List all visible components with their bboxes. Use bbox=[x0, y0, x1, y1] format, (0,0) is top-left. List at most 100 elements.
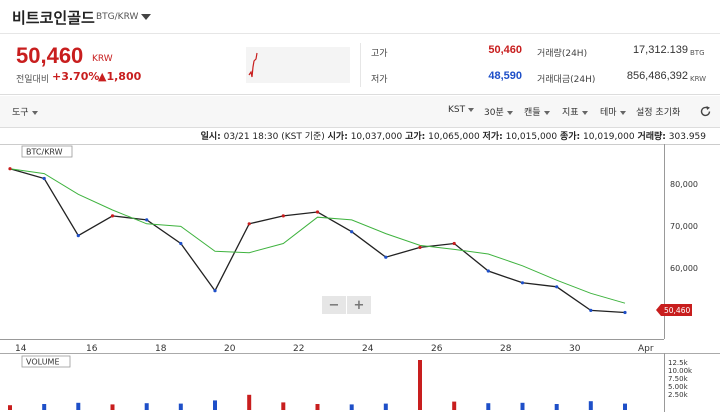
timezone-label: KST bbox=[448, 105, 466, 115]
ohlc-low-label: 저가: bbox=[482, 132, 503, 142]
reset-settings-button[interactable]: 설정 초기화 bbox=[636, 108, 681, 118]
ohlc-low-value: 10,015,000 bbox=[505, 132, 558, 142]
indicator-label: 지표 bbox=[562, 108, 579, 118]
price-point bbox=[8, 167, 12, 171]
price-tick-80000: 80,000 bbox=[670, 180, 698, 189]
timezone-menu[interactable]: KST bbox=[448, 105, 475, 115]
high-label: 고가 bbox=[371, 49, 388, 59]
x-tick-30: 30 bbox=[569, 344, 581, 354]
vol-tick-12500: 12.5k bbox=[668, 359, 689, 367]
x-tick-24: 24 bbox=[362, 344, 374, 354]
high-value: 50,460 bbox=[488, 44, 522, 56]
theme-menu[interactable]: 테마 bbox=[600, 105, 626, 118]
price-point bbox=[418, 245, 422, 249]
last-price-tag bbox=[656, 304, 692, 316]
volume-panel-label: VOLUME bbox=[26, 358, 60, 367]
indicator-menu[interactable]: 지표 bbox=[562, 105, 588, 118]
sparkline-line bbox=[248, 52, 258, 78]
zoom-in-icon: + bbox=[354, 298, 365, 313]
vol-tick-7500: 7.50k bbox=[668, 375, 689, 383]
zoom-out-button[interactable] bbox=[322, 296, 346, 314]
chart-marks bbox=[8, 167, 627, 410]
ohlc-high-label: 고가: bbox=[405, 132, 426, 142]
vol-tick-10000: 10.00k bbox=[668, 367, 693, 375]
price-point bbox=[452, 241, 456, 246]
x-tick-20: 20 bbox=[224, 344, 236, 354]
price-point bbox=[384, 255, 388, 259]
low-label: 저가 bbox=[371, 75, 388, 85]
ohlc-high-value: 10,065,000 bbox=[428, 132, 480, 142]
moving-average-line bbox=[9, 168, 626, 304]
volume-bar bbox=[623, 403, 627, 410]
x-tick-18: 18 bbox=[155, 344, 167, 354]
chart-toolbar: 도구 KST 30분 캔들 지표 테마 설정 초기화 bbox=[0, 96, 720, 128]
volume-bar bbox=[588, 401, 593, 410]
theme-label: 테마 bbox=[600, 108, 617, 118]
price-tick-70000: 70,000 bbox=[670, 222, 698, 231]
x-tick-22: 22 bbox=[293, 344, 304, 354]
volume-bar bbox=[349, 404, 354, 410]
last-price-tag-text: 50,460 bbox=[664, 306, 690, 315]
coin-select-chevron-down-icon[interactable] bbox=[141, 14, 151, 20]
volume-bar bbox=[315, 404, 320, 410]
price-point bbox=[179, 241, 183, 246]
volume-bar bbox=[42, 404, 47, 410]
price-point bbox=[486, 269, 490, 273]
volume-bar bbox=[418, 360, 422, 410]
close-value: 10,019,000 bbox=[583, 132, 635, 142]
volume-bar bbox=[554, 404, 559, 410]
x-tick-28: 28 bbox=[500, 344, 512, 354]
tools-menu[interactable]: 도구 bbox=[12, 105, 38, 118]
price-point bbox=[145, 218, 149, 222]
price-point bbox=[281, 214, 285, 218]
volume-bar bbox=[8, 405, 12, 410]
time-value: 03/21 18:30 (KST 기준) bbox=[223, 132, 325, 142]
x-tick-16: 16 bbox=[86, 344, 98, 354]
price-point bbox=[247, 222, 251, 226]
price-point bbox=[76, 234, 80, 238]
sparkline-svg bbox=[248, 52, 258, 78]
series-label-box bbox=[21, 145, 73, 158]
volume-bar bbox=[383, 403, 388, 410]
chevron-down-icon bbox=[543, 110, 550, 115]
volume-label: 거래량(24H) bbox=[537, 49, 588, 59]
quote-divider bbox=[360, 43, 361, 87]
volume-bar bbox=[247, 394, 252, 410]
volume-bar bbox=[486, 403, 491, 410]
zoom-controls: − + bbox=[322, 296, 371, 314]
price-point bbox=[350, 230, 354, 234]
chevron-down-icon bbox=[31, 110, 38, 115]
x-tick-26: 26 bbox=[431, 344, 443, 354]
coin-title: 비트코인골드 bbox=[12, 9, 95, 27]
price-point bbox=[213, 289, 217, 293]
amount-value: 856,486,392 bbox=[626, 70, 688, 82]
zoom-in-button[interactable] bbox=[347, 296, 371, 314]
low-value: 48,590 bbox=[488, 70, 522, 82]
candle-menu[interactable]: 캔들 bbox=[524, 105, 550, 118]
volume-bar bbox=[520, 402, 525, 410]
price-chart[interactable]: BTC/KRW 80,000 70,000 60,000 50,460 − + … bbox=[0, 144, 720, 412]
quote-panel: 50,460 KRW 전일대비 +3.70% ▲1,800 고가 50,460 … bbox=[0, 35, 720, 95]
volume-bar bbox=[76, 402, 81, 410]
series-label: BTC/KRW bbox=[26, 148, 63, 157]
price-unit: KRW bbox=[92, 54, 113, 64]
interval-label: 30분 bbox=[484, 108, 504, 118]
change-amount: ▲1,800 bbox=[98, 70, 142, 83]
open-value: 10,037,000 bbox=[350, 132, 403, 142]
volume-unit: BTG bbox=[690, 49, 705, 57]
interval-menu[interactable]: 30분 bbox=[484, 105, 513, 118]
volume-bar bbox=[144, 403, 149, 410]
tools-label: 도구 bbox=[12, 108, 29, 118]
zoom-out-icon: − bbox=[329, 298, 340, 313]
vol-tick-5000: 5.00k bbox=[668, 383, 689, 391]
change-percent: +3.70% bbox=[52, 70, 100, 83]
x-tick-apr: Apr bbox=[638, 344, 654, 354]
price-point bbox=[110, 214, 115, 218]
price-point bbox=[520, 281, 525, 285]
chevron-down-icon bbox=[506, 110, 513, 115]
pair-label: BTG/KRW bbox=[96, 12, 139, 22]
refresh-icon[interactable] bbox=[699, 105, 712, 118]
ohlc-volume-value: 303.959 bbox=[668, 132, 706, 142]
close-label: 종가: bbox=[560, 132, 581, 142]
current-price: 50,460 bbox=[16, 43, 84, 68]
